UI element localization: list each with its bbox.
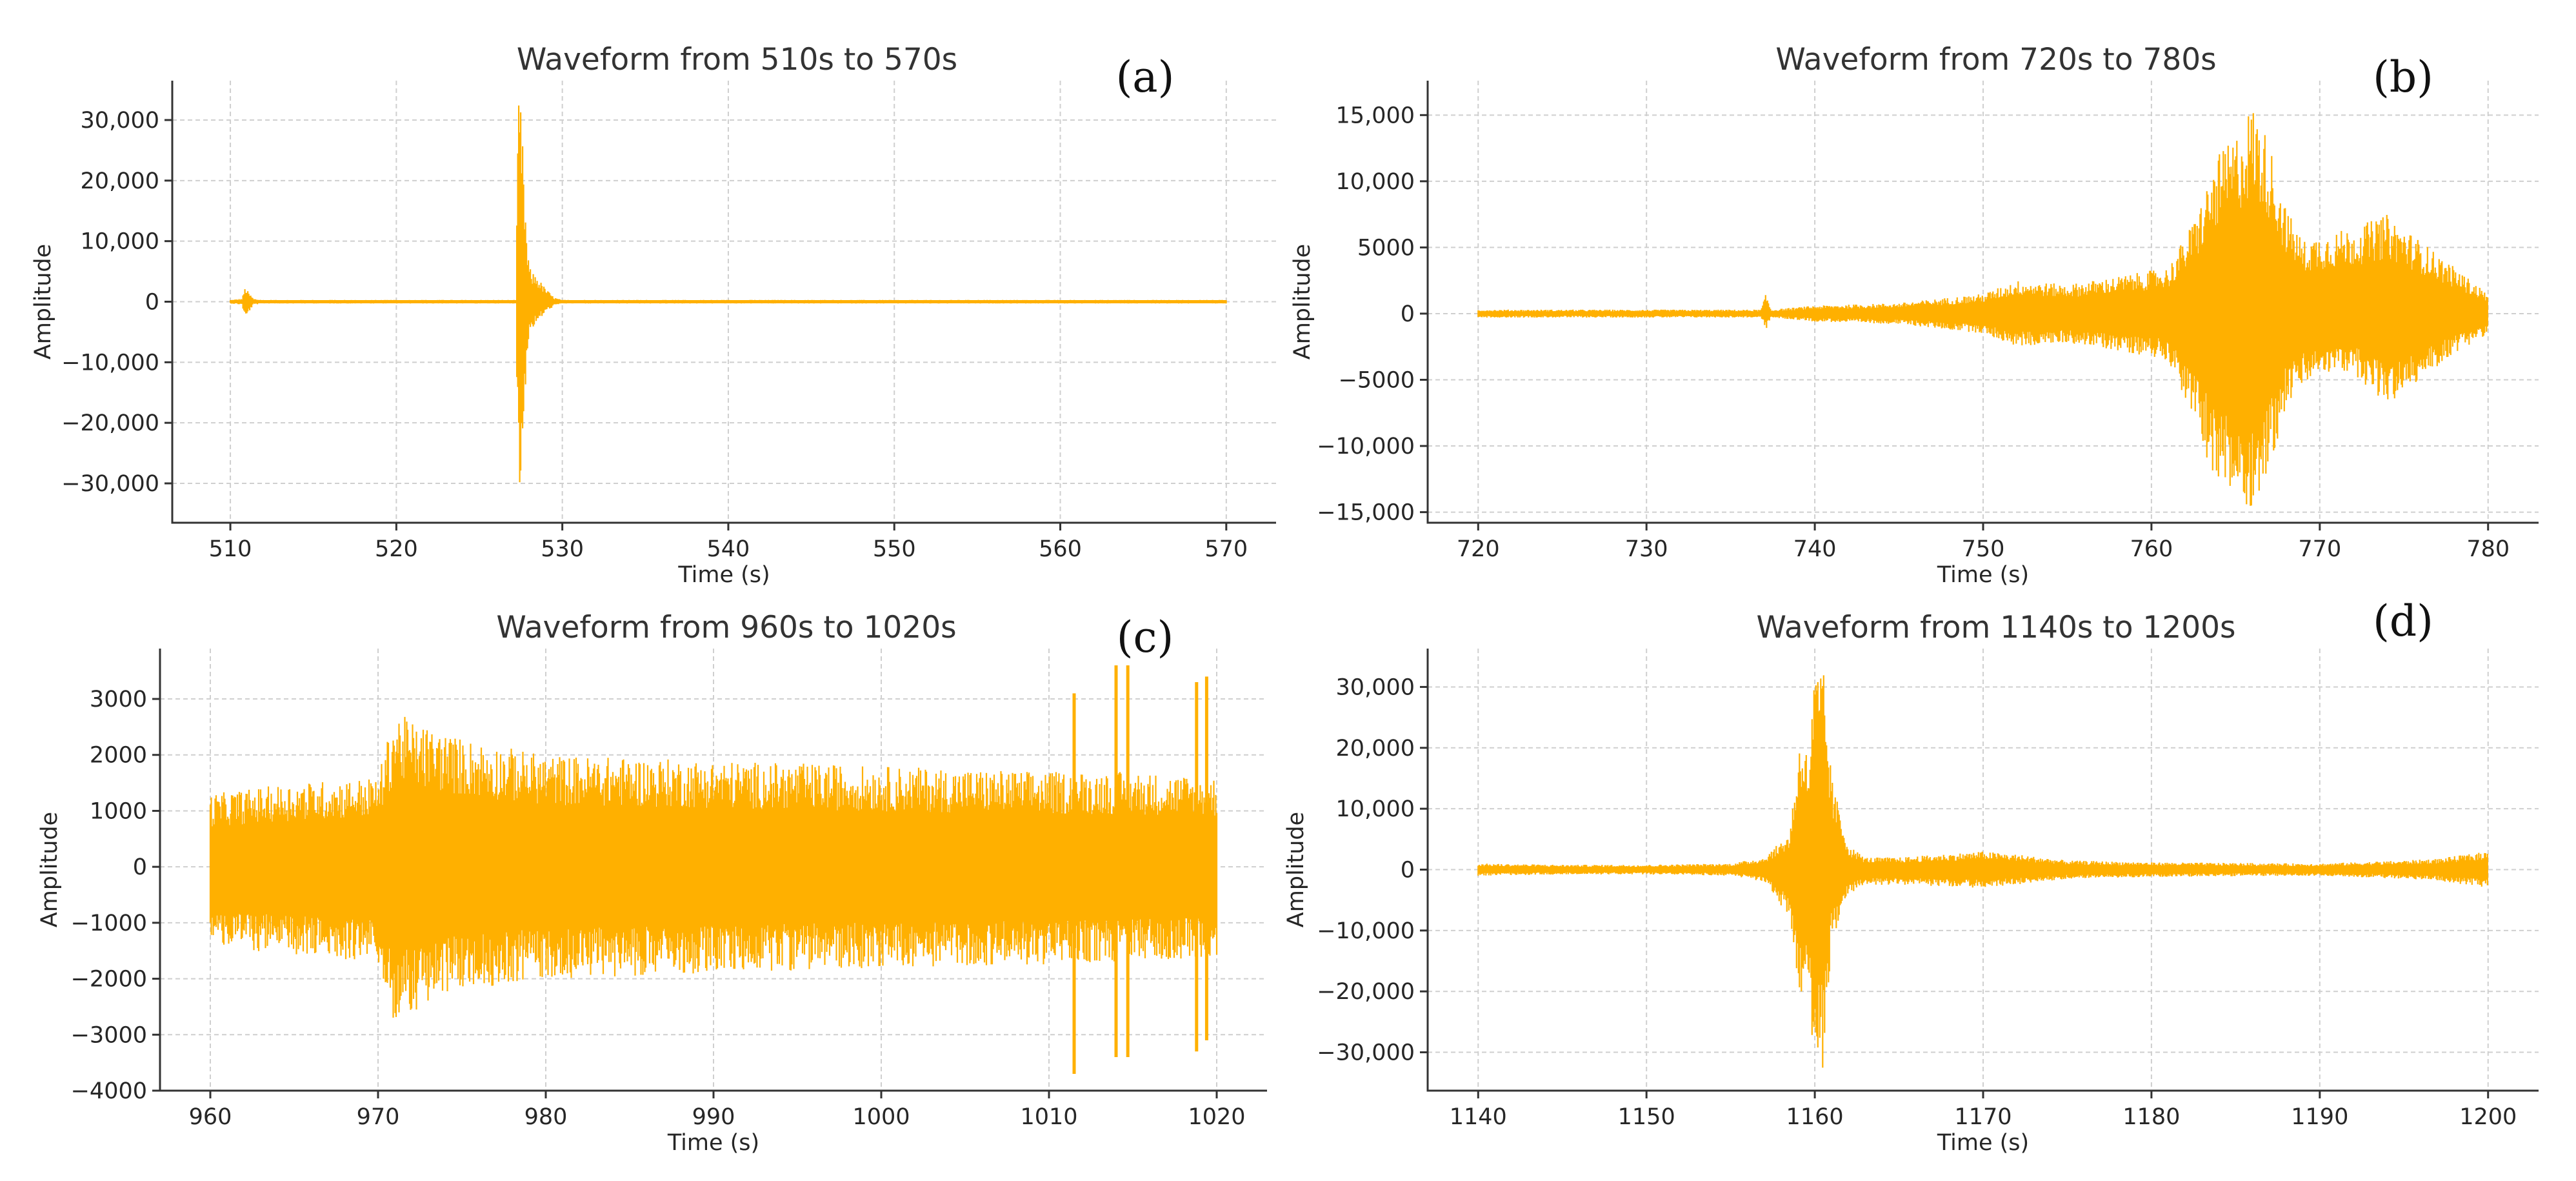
x-tick-label: 1190 bbox=[2291, 1104, 2348, 1130]
chart-title: Waveform from 720s to 780s bbox=[1775, 42, 2216, 77]
chart-title: Waveform from 510s to 570s bbox=[517, 42, 957, 77]
x-tick-label: 990 bbox=[692, 1104, 735, 1130]
x-tick-label: 540 bbox=[707, 536, 750, 562]
y-tick-label: 30,000 bbox=[81, 108, 159, 134]
x-tick-label: 1200 bbox=[2459, 1104, 2517, 1130]
y-tick-label: 10,000 bbox=[1336, 796, 1415, 822]
x-tick-label: 720 bbox=[1457, 536, 1500, 562]
panel-a: 510 520 530 540 550 560 570 −30,000 −20,000 −10,0… bbox=[30, 42, 1276, 588]
y-tick-label: −20,000 bbox=[61, 410, 159, 436]
x-tick-label: 730 bbox=[1625, 536, 1668, 562]
x-tick-label: 1150 bbox=[1618, 1104, 1675, 1130]
y-tick-label: −4000 bbox=[71, 1078, 147, 1104]
x-tick-label: 740 bbox=[1793, 536, 1837, 562]
x-tick-label: 510 bbox=[209, 536, 252, 562]
y-tick-label: 3000 bbox=[90, 687, 147, 712]
y-tick-label: −15,000 bbox=[1317, 500, 1415, 526]
y-axis-label: Amplitude bbox=[37, 812, 63, 927]
x-tick-label: 1160 bbox=[1786, 1104, 1844, 1130]
y-axis-label: Amplitude bbox=[1283, 812, 1309, 927]
axis-spines bbox=[1426, 81, 2539, 524]
y-tick-label: −10,000 bbox=[1317, 434, 1415, 459]
y-tick-label: 5000 bbox=[1357, 235, 1415, 261]
x-tick-label: 570 bbox=[1204, 536, 1248, 562]
x-axis-label: Time (s) bbox=[1937, 1130, 2029, 1156]
panel-d: 1140 1150 1160 1170 1180 1190 1200 −30,000 −20,0… bbox=[1283, 596, 2539, 1156]
y-tick-label: 15,000 bbox=[1336, 103, 1415, 128]
x-tick-label: 1180 bbox=[2122, 1104, 2180, 1130]
x-axis-label: Time (s) bbox=[667, 1130, 759, 1156]
panel-label: (a) bbox=[1116, 52, 1175, 102]
panel-label: (d) bbox=[2373, 596, 2433, 646]
x-tick-label: 760 bbox=[2130, 536, 2173, 562]
x-tick-label: 780 bbox=[2466, 536, 2510, 562]
y-tick-label: −10,000 bbox=[1317, 918, 1415, 944]
y-tick-label: 2000 bbox=[90, 743, 147, 769]
y-tick-label: 20,000 bbox=[81, 168, 159, 194]
panel-c: 960 970 980 990 1000 1010 1020 −4000 −3000 −2000 −… bbox=[37, 610, 1267, 1156]
y-tick-label: 0 bbox=[145, 290, 159, 316]
chart-title: Waveform from 960s to 1020s bbox=[496, 610, 956, 645]
x-tick-label: 550 bbox=[873, 536, 916, 562]
x-tick-label: 750 bbox=[1962, 536, 2005, 562]
panel-label: (c) bbox=[1117, 612, 1173, 662]
panel-b: 720 730 740 750 760 770 780 −15,000 −10,000 −5000… bbox=[1290, 42, 2539, 588]
y-axis-label: Amplitude bbox=[30, 244, 56, 359]
y-tick-label: −10,000 bbox=[61, 350, 159, 376]
axis-spines bbox=[1426, 649, 2539, 1092]
y-tick-label: −5000 bbox=[1339, 368, 1415, 394]
y-tick-label: −1000 bbox=[71, 911, 147, 936]
y-tick-label: 0 bbox=[133, 854, 147, 880]
y-tick-label: 10,000 bbox=[81, 229, 159, 255]
chart-title: Waveform from 1140s to 1200s bbox=[1756, 610, 2235, 645]
x-tick-label: 960 bbox=[189, 1104, 232, 1130]
x-tick-label: 1140 bbox=[1450, 1104, 1507, 1130]
y-tick-label: 30,000 bbox=[1336, 674, 1415, 700]
y-axis-label: Amplitude bbox=[1290, 244, 1315, 359]
x-tick-label: 520 bbox=[375, 536, 418, 562]
x-tick-label: 1010 bbox=[1020, 1104, 1077, 1130]
x-tick-label: 770 bbox=[2298, 536, 2341, 562]
axis-spines bbox=[171, 81, 1276, 524]
y-tick-label: 0 bbox=[1401, 858, 1415, 883]
x-tick-label: 530 bbox=[541, 536, 584, 562]
x-tick-label: 980 bbox=[524, 1104, 568, 1130]
x-tick-label: 970 bbox=[357, 1104, 400, 1130]
y-tick-label: −30,000 bbox=[1317, 1040, 1415, 1066]
y-tick-label: 10,000 bbox=[1336, 169, 1415, 195]
x-axis-label: Time (s) bbox=[1937, 562, 2029, 588]
x-tick-label: 1000 bbox=[852, 1104, 910, 1130]
panel-label: (b) bbox=[2373, 52, 2433, 102]
y-tick-label: 0 bbox=[1401, 301, 1415, 327]
y-tick-label: 20,000 bbox=[1336, 736, 1415, 762]
x-axis-label: Time (s) bbox=[677, 562, 770, 588]
y-tick-label: −30,000 bbox=[61, 471, 159, 497]
y-tick-label: −2000 bbox=[71, 967, 147, 993]
y-tick-label: −3000 bbox=[71, 1022, 147, 1048]
x-tick-label: 1020 bbox=[1188, 1104, 1245, 1130]
x-tick-label: 560 bbox=[1039, 536, 1082, 562]
y-tick-label: 1000 bbox=[90, 798, 147, 824]
x-tick-label: 1170 bbox=[1954, 1104, 2012, 1130]
y-tick-label: −20,000 bbox=[1317, 979, 1415, 1005]
